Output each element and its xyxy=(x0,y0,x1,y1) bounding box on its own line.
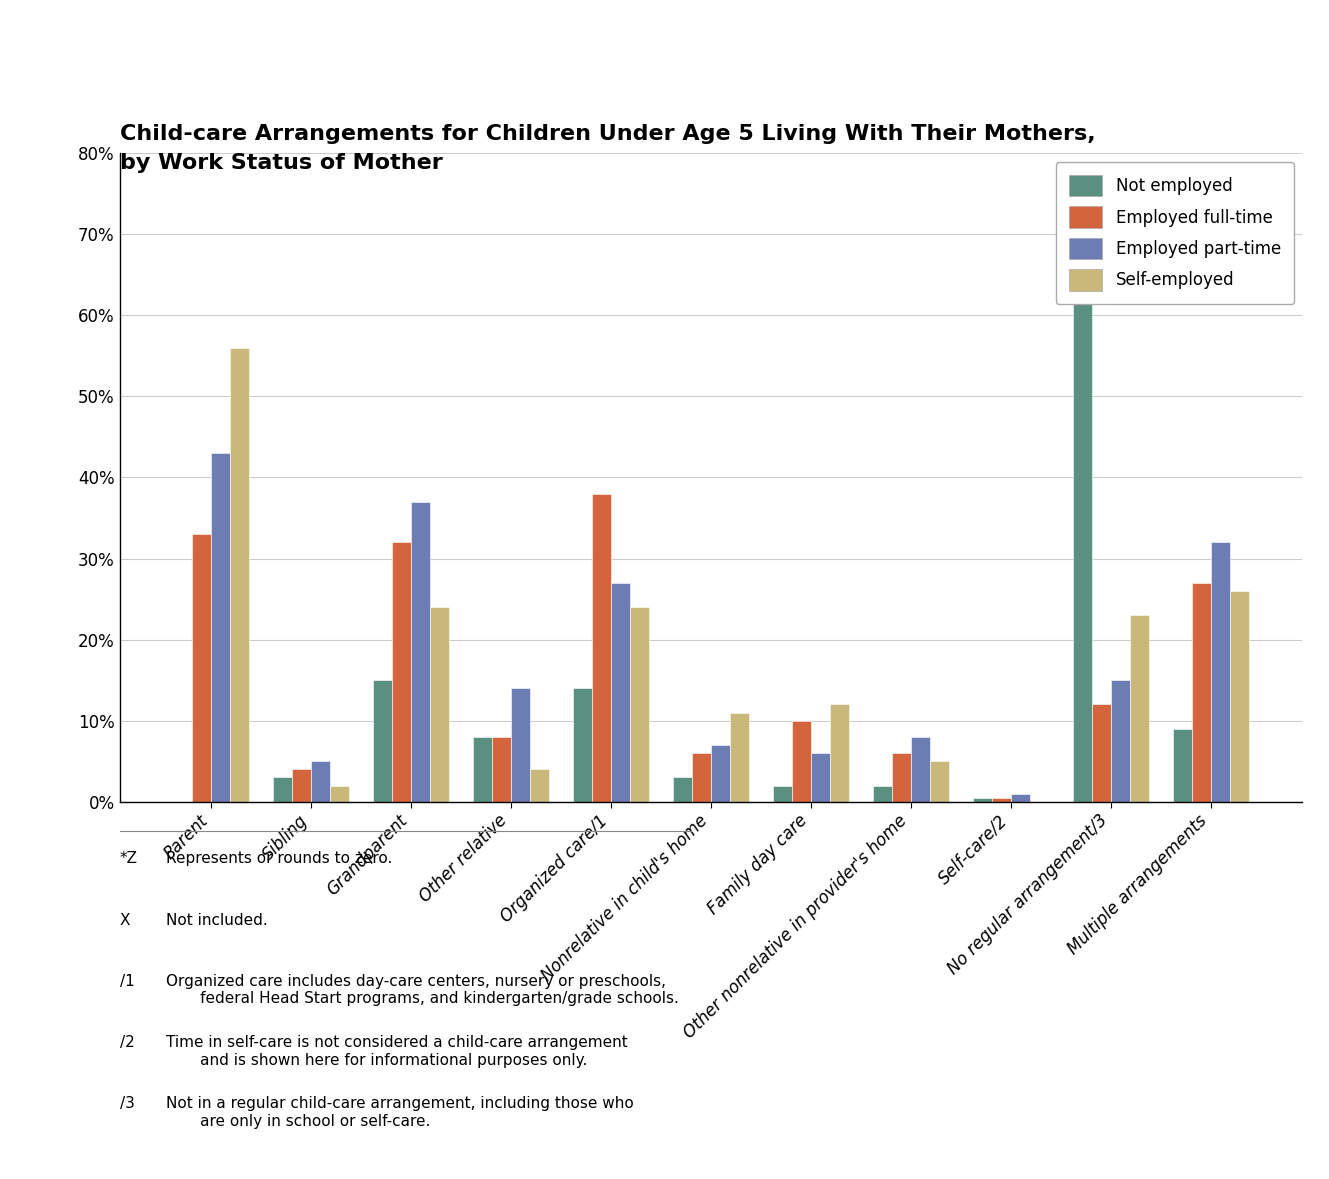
Bar xyxy=(811,753,829,802)
Bar xyxy=(910,737,930,802)
Bar xyxy=(593,494,611,802)
Bar xyxy=(730,712,750,802)
Bar xyxy=(1011,793,1030,802)
Bar xyxy=(373,680,392,802)
Bar xyxy=(792,720,811,802)
Bar xyxy=(773,785,792,802)
Bar xyxy=(1229,591,1249,802)
Text: Represents or rounds to zero.: Represents or rounds to zero. xyxy=(166,851,392,867)
Text: X: X xyxy=(120,913,130,928)
Bar xyxy=(193,534,211,802)
Text: Time in self-care is not considered a child-care arrangement
       and is shown: Time in self-care is not considered a ch… xyxy=(166,1035,627,1067)
Bar xyxy=(1091,704,1111,802)
Bar xyxy=(530,769,549,802)
Bar xyxy=(1172,729,1192,802)
Bar xyxy=(892,753,910,802)
Bar xyxy=(1073,210,1091,802)
Bar xyxy=(411,502,431,802)
Text: Child-care Arrangements for Children Under Age 5 Living With Their Mothers,: Child-care Arrangements for Children Und… xyxy=(120,124,1095,144)
Legend: Not employed, Employed full-time, Employed part-time, Self-employed: Not employed, Employed full-time, Employ… xyxy=(1055,162,1294,304)
Bar xyxy=(672,777,692,802)
Text: *Z: *Z xyxy=(120,851,138,867)
Bar xyxy=(512,689,530,802)
Bar xyxy=(211,453,230,802)
Bar xyxy=(274,777,292,802)
Bar xyxy=(292,769,311,802)
Bar xyxy=(630,607,649,802)
Text: /1: /1 xyxy=(120,974,134,989)
Bar xyxy=(711,745,730,802)
Bar xyxy=(930,762,949,802)
Text: /2: /2 xyxy=(120,1035,134,1050)
Bar xyxy=(230,348,250,802)
Bar xyxy=(873,785,892,802)
Bar xyxy=(473,737,492,802)
Bar xyxy=(991,798,1011,802)
Bar xyxy=(973,798,991,802)
Text: /3: /3 xyxy=(120,1096,134,1112)
Bar xyxy=(692,753,711,802)
Text: by Work Status of Mother: by Work Status of Mother xyxy=(120,153,443,173)
Bar xyxy=(1111,680,1130,802)
Bar xyxy=(1130,615,1148,802)
Bar xyxy=(431,607,449,802)
Bar xyxy=(392,542,411,802)
Bar xyxy=(331,785,350,802)
Bar xyxy=(573,689,593,802)
Bar xyxy=(829,704,849,802)
Bar xyxy=(311,762,331,802)
Text: Not included.: Not included. xyxy=(166,913,268,928)
Text: Not in a regular child-care arrangement, including those who
       are only in : Not in a regular child-care arrangement,… xyxy=(166,1096,634,1128)
Bar xyxy=(492,737,512,802)
Bar xyxy=(611,582,630,802)
Text: Organized care includes day-care centers, nursery or preschools,
       federal : Organized care includes day-care centers… xyxy=(166,974,679,1006)
Bar xyxy=(1192,582,1211,802)
Bar xyxy=(1211,542,1229,802)
